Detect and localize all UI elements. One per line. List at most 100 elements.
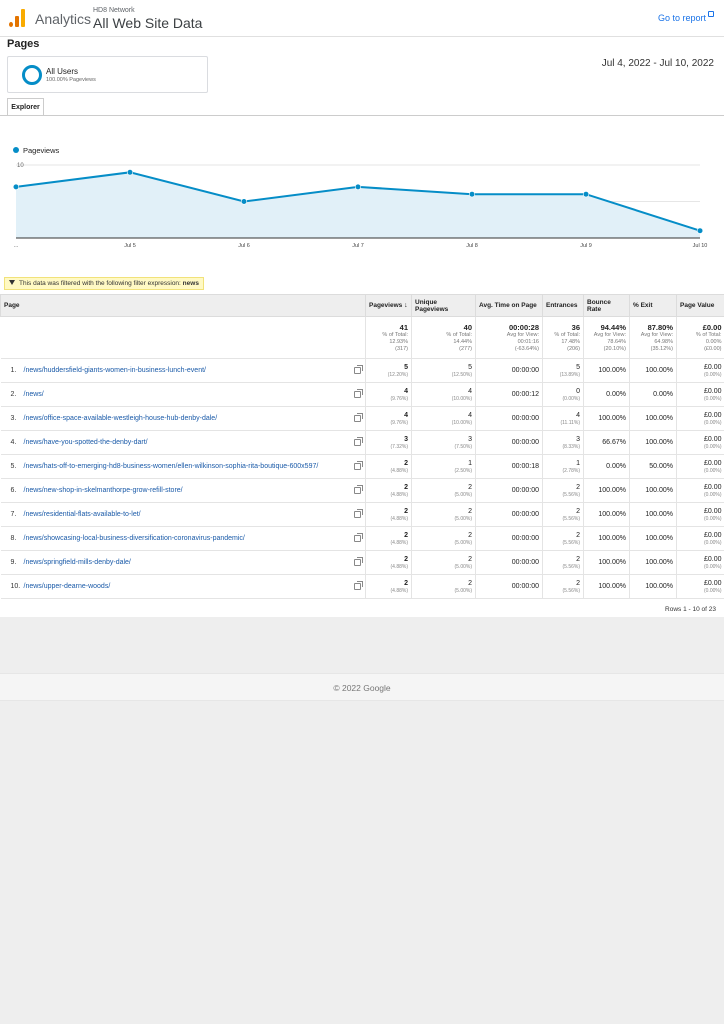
bounce-rate-cell: 100.00% [583,550,630,575]
page-cell: 3. /news/office-space-available-westleigh… [0,406,366,431]
table-row: 7. /news/residential-flats-available-to-l… [0,502,724,527]
filter-expression: news [182,280,199,287]
col-header-bounce-rate[interactable]: Bounce Rate [583,294,630,317]
view-selector[interactable]: All Web Site Data [93,15,203,31]
open-page-icon[interactable] [354,557,363,566]
page-link[interactable]: /news/new-shop-in-skelmanthorpe-grow-ref… [23,487,183,494]
exit-cell: 100.00% [629,502,677,527]
col-header-pageviews[interactable]: Pageviews ↓ [365,294,412,317]
entrances-cell: 4 (11.11%) [542,406,584,431]
entrances-cell: 2 (5.56%) [542,526,584,551]
avg-time-cell: 00:00:00 [475,550,543,575]
pageviews-cell: 2 (4.88%) [365,478,412,503]
row-number: 4. [10,439,17,446]
page-cell: 7. /news/residential-flats-available-to-l… [0,502,366,527]
col-header-unique-pageviews[interactable]: Unique Pageviews [411,294,476,317]
page-cell: 10./news/upper-dearne-woods/ [0,574,366,599]
series-area [16,172,700,238]
page-cell: 1. /news/huddersfield-giants-women-in-bus… [0,358,366,383]
tab-explorer[interactable]: Explorer [7,98,44,115]
page-cell: 8. /news/showcasing-local-business-divers… [0,526,366,551]
table-row: 4. /news/have-you-spotted-the-denby-dart/… [0,430,724,455]
pageviews-cell: 2 (4.88%) [365,526,412,551]
avg-time-cell: 00:00:00 [475,430,543,455]
table-row: 5. /news/hats-off-to-emerging-hd8-busines… [0,454,724,479]
avg-time-cell: 00:00:12 [475,382,543,407]
page-link[interactable]: /news/have-you-spotted-the-denby-dart/ [23,439,148,446]
entrances-cell: 5 (13.89%) [542,358,584,383]
page-value-cell: £0.00 (0.00%) [676,430,724,455]
col-header-avg-time[interactable]: Avg. Time on Page [475,294,543,317]
pageviews-cell: 2 (4.88%) [365,574,412,599]
x-tick-label: Jul 9 [580,243,592,249]
bounce-rate-cell: 0.00% [583,382,630,407]
open-page-icon[interactable] [354,581,363,590]
pageviews-cell: 2 (4.88%) [365,454,412,479]
date-range[interactable]: Jul 4, 2022 - Jul 10, 2022 [601,58,714,69]
col-header-entrances[interactable]: Entrances [542,294,584,317]
open-page-icon[interactable] [354,485,363,494]
pageviews-cell: 3 (7.32%) [365,430,412,455]
avg-time-cell: 00:00:00 [475,526,543,551]
page-value-cell: £0.00 (0.00%) [676,406,724,431]
total-cell: 87.80% Avg for View: 64.98% (35.12%) [629,316,677,359]
unique-pageviews-cell: 2 (5.00%) [411,526,476,551]
x-tick-label: ... [14,243,19,249]
page-value-cell: £0.00 (0.00%) [676,574,724,599]
x-tick-label: Jul 7 [352,243,364,249]
col-header-exit[interactable]: % Exit [629,294,677,317]
page-cell: 5. /news/hats-off-to-emerging-hd8-busines… [0,454,366,479]
row-number: 6. [10,487,17,494]
page-value-cell: £0.00 (0.00%) [676,550,724,575]
page-link[interactable]: /news/residential-flats-available-to-let… [23,511,141,518]
open-page-icon[interactable] [354,389,363,398]
segment-card[interactable]: All Users 100.00% Pageviews [7,56,208,93]
page-link[interactable]: /news/hats-off-to-emerging-hd8-business-… [23,463,319,470]
avg-time-cell: 00:00:00 [475,406,543,431]
row-number: 1. [10,367,17,374]
open-page-icon[interactable] [354,509,363,518]
open-page-icon[interactable] [354,365,363,374]
segment-circle-icon [22,65,42,85]
go-to-report-link[interactable]: Go to report [657,13,706,23]
entrances-cell: 0 (0.00%) [542,382,584,407]
page-value-cell: £0.00 (0.00%) [676,526,724,551]
open-page-icon[interactable] [354,533,363,542]
bounce-rate-cell: 100.00% [583,358,630,383]
row-number: 8. [10,535,17,542]
page-link[interactable]: /news/springfield-mills-denby-dale/ [23,559,131,566]
bounce-rate-cell: 100.00% [583,502,630,527]
col-header-page[interactable]: Page [0,294,366,317]
bounce-rate-cell: 100.00% [583,478,630,503]
page-link[interactable]: /news/upper-dearne-woods/ [23,583,111,590]
page-link[interactable]: /news/huddersfield-giants-women-in-busin… [23,367,206,374]
legend-label: Pageviews [23,146,60,155]
unique-pageviews-cell: 3 (7.50%) [411,430,476,455]
page-link[interactable]: /news/ [23,391,44,398]
open-page-icon[interactable] [354,413,363,422]
entrances-cell: 2 (5.56%) [542,574,584,599]
table-row: 8. /news/showcasing-local-business-divers… [0,526,724,551]
exit-cell: 100.00% [629,550,677,575]
bounce-rate-cell: 100.00% [583,526,630,551]
bounce-rate-cell: 100.00% [583,406,630,431]
analytics-logo-icon[interactable] [9,9,25,27]
exit-cell: 100.00% [629,358,677,383]
page-link[interactable]: /news/showcasing-local-business-diversif… [23,535,245,542]
page-link[interactable]: /news/office-space-available-westleigh-h… [23,415,218,422]
exit-cell: 100.00% [629,430,677,455]
filter-icon [9,279,15,285]
col-header-page-value[interactable]: Page Value [676,294,724,317]
bounce-rate-cell: 100.00% [583,574,630,599]
totals-row: 41% of Total: 12.93% (317) 40% of Total: 14.… [0,316,724,359]
exit-cell: 100.00% [629,478,677,503]
rows-info: Rows 1 - 10 of 23 [665,606,716,613]
exit-cell: 0.00% [629,382,677,407]
table-header-row: Page Pageviews ↓ Unique Pageviews Avg. T… [0,294,724,317]
open-page-icon[interactable] [354,461,363,470]
open-page-icon[interactable] [354,437,363,446]
unique-pageviews-cell: 5 (12.50%) [411,358,476,383]
account-name: HD8 Network [93,7,135,14]
